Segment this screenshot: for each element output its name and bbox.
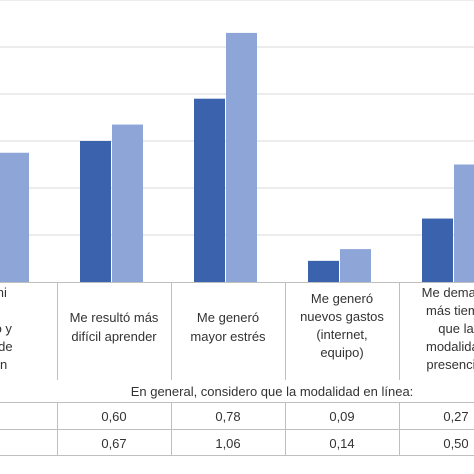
table-title: En general, considero que la modalidad e… bbox=[131, 384, 414, 399]
category-label-1-line-5: ón bbox=[0, 357, 7, 372]
table-cell-r1-c5: 0,27 bbox=[443, 409, 468, 424]
category-label-5-line-1: Me demand bbox=[422, 285, 474, 300]
category-label-4-line-2: nuevos gastos bbox=[300, 309, 384, 324]
bar-s1-c4 bbox=[308, 260, 339, 282]
bar-s1-c5 bbox=[422, 218, 453, 282]
category-label-5-line-4: modalidad bbox=[426, 339, 474, 354]
category-label-4-line-1: Me generó bbox=[311, 291, 373, 306]
bar-s2-c1 bbox=[0, 152, 29, 282]
bar-s1-c2 bbox=[80, 141, 111, 282]
table-cell-r1-c3: 0,78 bbox=[215, 409, 240, 424]
bar-s2-c4 bbox=[340, 249, 371, 282]
table-cell-r2-c4: 0,14 bbox=[329, 436, 354, 451]
category-label-4-line-3: (internet, bbox=[316, 327, 367, 342]
bar-s2-c2 bbox=[112, 124, 143, 282]
category-label-5-line-3: que la bbox=[438, 321, 474, 336]
table-cell-r2-c5: 0,50 bbox=[443, 436, 468, 451]
category-label-2-line-1: Me resultó más bbox=[70, 310, 159, 325]
category-label-1-line-4: o de bbox=[0, 339, 13, 354]
category-label-2-line-2: difícil aprender bbox=[71, 329, 157, 344]
category-label-1-line-1: mi bbox=[0, 285, 7, 300]
table-cell-r2-c3: 1,06 bbox=[215, 436, 240, 451]
table-cell-r1-c4: 0,09 bbox=[329, 409, 354, 424]
table-cell-r1-c2: 0,60 bbox=[101, 409, 126, 424]
category-label-3-line-1: Me generó bbox=[197, 310, 259, 325]
bar-s1-c3 bbox=[194, 98, 225, 282]
category-label-4-line-4: equipo) bbox=[320, 345, 363, 360]
category-label-3-line-2: mayor estrés bbox=[190, 329, 266, 344]
bar-s2-c5 bbox=[454, 164, 474, 282]
category-label-1-line-3: co y bbox=[0, 321, 12, 336]
category-label-5-line-2: más tiemp bbox=[426, 303, 474, 318]
bar-s2-c3 bbox=[226, 32, 257, 283]
table-cell-r2-c2: 0,67 bbox=[101, 436, 126, 451]
category-label-5-line-5: presencial bbox=[426, 357, 474, 372]
